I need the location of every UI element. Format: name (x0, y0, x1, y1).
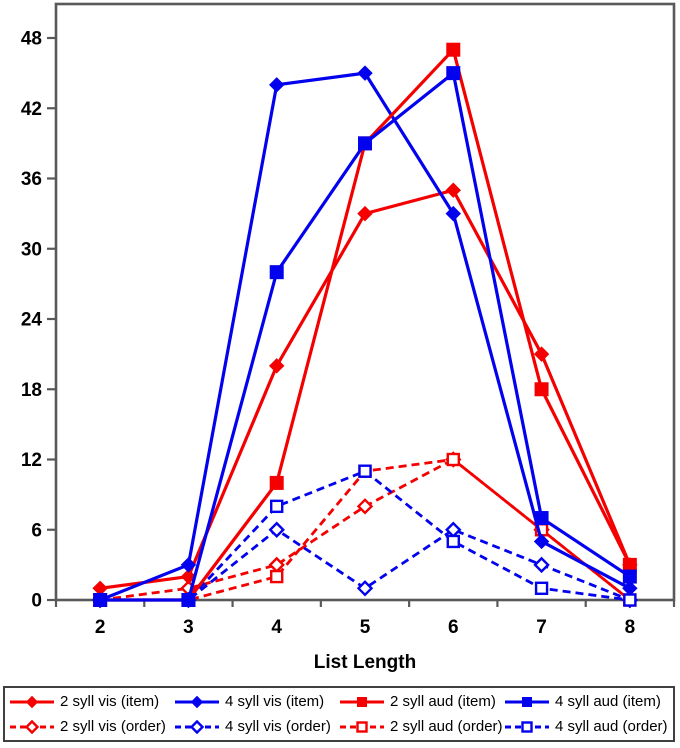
plot-frame (54, 2, 676, 602)
legend-swatch-4-syll-aud-item (505, 696, 549, 707)
legend-item-2-syll-vis-item: 2 syll vis (item) (9, 693, 174, 710)
marker-square-open (446, 452, 460, 467)
marker-square-filled (446, 66, 461, 81)
x-axis-tick-label: 7 (536, 617, 547, 638)
marker-diamond-filled (533, 533, 550, 550)
line-chart: 0 6 12 18 24 30 36 42 48 2 3 4 5 6 7 8 List Length (21, 2, 676, 673)
legend-swatch-4-syll-vis-order (175, 719, 219, 734)
marker-diamond-filled (25, 695, 39, 708)
marker-diamond-open (24, 719, 40, 734)
series-4-syll-aud-item (93, 66, 637, 607)
marker-diamond-open (268, 521, 285, 538)
marker-square-filled (269, 475, 284, 490)
marker-square-filled (622, 569, 637, 584)
marker-diamond-filled (269, 77, 285, 93)
marker-square-filled (446, 42, 461, 57)
marker-diamond-filled (445, 205, 461, 222)
legend-label: 2 syll aud (item) (390, 693, 496, 710)
y-axis-tick-label: 12 (21, 450, 42, 471)
marker-square-open (270, 569, 284, 584)
marker-square-open (623, 593, 637, 607)
marker-square-filled (358, 136, 372, 151)
legend-label: 2 syll vis (item) (60, 693, 160, 710)
legend-label: 4 syll aud (order) (555, 718, 668, 735)
marker-diamond-filled (180, 557, 197, 573)
legend-swatch-2-syll-aud-item (340, 696, 384, 707)
marker-diamond-filled (622, 580, 638, 596)
plot-area: 0 6 12 18 24 30 36 42 48 2 3 4 5 6 7 8 (21, 2, 676, 638)
legend-item-4-syll-aud-order: 4 syll aud (order) (504, 718, 669, 735)
legend-swatch-2-syll-vis-item (10, 695, 54, 708)
marker-diamond-filled (180, 568, 197, 585)
series-4-syll-vis-order (91, 521, 639, 609)
marker-diamond-filled (357, 205, 373, 222)
marker-square-open (534, 581, 549, 595)
x-axis-tick-label: 2 (95, 617, 106, 638)
marker-diamond-open (356, 580, 374, 597)
marker-diamond-filled (190, 695, 204, 708)
marker-diamond-filled (269, 358, 285, 374)
marker-diamond-filled (357, 65, 373, 81)
legend-item-4-syll-aud-item: 4 syll aud (item) (504, 693, 669, 710)
series-4-syll-vis-item (92, 65, 638, 608)
series-2-syll-vis-item (92, 182, 638, 596)
series-line-2-syll-vis-item (99, 188, 632, 590)
legend-item-2-syll-vis-order: 2 syll vis (order) (9, 718, 174, 735)
y-axis-tick-label: 6 (31, 520, 42, 541)
marker-diamond-filled (445, 182, 461, 198)
legend-item-2-syll-aud-order: 2 syll aud (order) (339, 718, 504, 735)
legend-box: 2 syll vis (item) 4 syll vis (item) 2 syll… (3, 686, 675, 742)
marker-diamond-open (533, 556, 550, 574)
marker-square-filled (357, 696, 367, 707)
marker-square-filled (522, 696, 532, 707)
legend-item-4-syll-vis-order: 4 syll vis (order) (174, 718, 339, 735)
legend-swatch-2-syll-aud-order (340, 720, 384, 733)
marker-diamond-open (356, 498, 374, 515)
legend-item-4-syll-vis-item: 4 syll vis (item) (174, 693, 339, 710)
marker-square-open (521, 720, 533, 733)
legend-item-2-syll-aud-item: 2 syll aud (item) (339, 693, 504, 710)
marker-square-filled (622, 557, 637, 572)
legend-label: 2 syll vis (order) (60, 718, 166, 735)
y-axis-tick-label: 48 (21, 29, 42, 50)
legend-swatch-4-syll-vis-item (175, 695, 219, 708)
y-axis-tick-label: 24 (21, 310, 43, 331)
x-axis-tick-label: 6 (448, 617, 459, 638)
x-axis-tick-label: 8 (625, 617, 636, 638)
legend-label: 2 syll aud (order) (390, 718, 503, 735)
marker-square-filled (534, 511, 549, 526)
series-2-syll-aud-item (93, 42, 637, 607)
marker-square-open (270, 499, 284, 514)
legend-label: 4 syll vis (item) (225, 693, 325, 710)
marker-diamond-open (189, 719, 205, 734)
marker-square-open (358, 464, 372, 478)
legend-label: 4 syll vis (order) (225, 718, 331, 735)
marker-square-filled (534, 382, 549, 397)
series-line-2-syll-aud-item (100, 46, 632, 602)
legend-label: 4 syll aud (item) (555, 693, 661, 710)
series-line-4-syll-aud-item (100, 70, 631, 602)
marker-diamond-filled (533, 346, 550, 362)
y-axis-tick-label: 18 (21, 380, 42, 401)
y-axis-tick-label: 36 (21, 169, 42, 190)
y-axis-tick-label: 42 (21, 99, 42, 120)
y-axis-tick-label: 30 (21, 239, 42, 260)
y-axis-tick-label: 0 (31, 591, 42, 612)
x-axis-tick-label: 4 (271, 617, 282, 638)
marker-square-filled (93, 593, 108, 607)
legend-swatch-4-syll-aud-order (505, 720, 549, 733)
legend-swatch-2-syll-vis-order (10, 719, 54, 734)
x-axis-title: List Length (314, 652, 416, 673)
marker-square-filled (269, 265, 284, 280)
marker-square-open (446, 534, 460, 549)
series-line-4-syll-vis-item (99, 71, 631, 602)
marker-square-open (356, 720, 368, 733)
marker-square-filled (181, 593, 196, 607)
x-axis-tick-label: 3 (183, 617, 194, 638)
x-axis-tick-label: 5 (360, 617, 371, 638)
